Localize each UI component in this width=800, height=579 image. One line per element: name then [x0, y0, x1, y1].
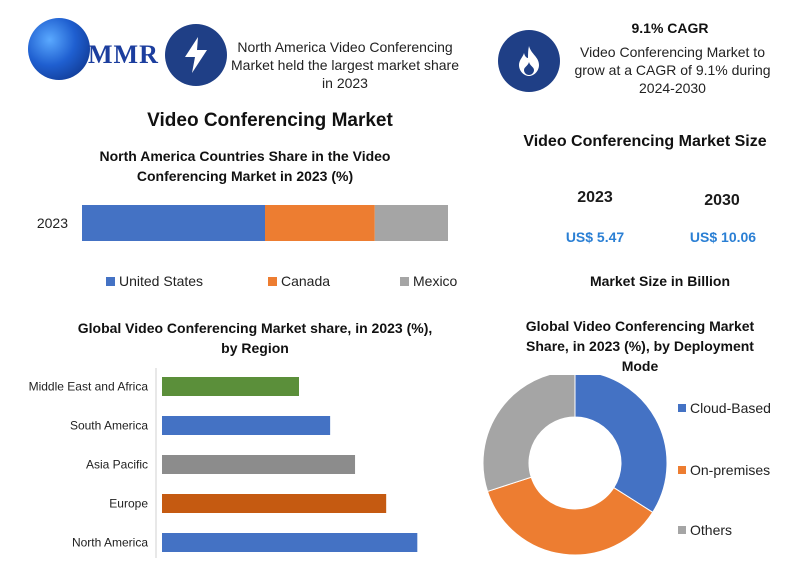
category-label-europe: Europe — [109, 497, 148, 511]
chart2-title: Global Video Conferencing Market share, … — [77, 320, 433, 356]
value-2030: US$ 10.06 — [689, 229, 757, 245]
flame-icon — [498, 30, 560, 92]
donut-slice-on-premises — [486, 476, 654, 556]
legend-swatch-mexico — [400, 277, 409, 286]
category-label-south-america: South America — [70, 419, 148, 433]
category-label-asia-pacific: Asia Pacific — [86, 458, 148, 472]
category-label-middle-east-and-africa: Middle East and Africa — [29, 380, 149, 394]
bar-south-america — [162, 416, 331, 435]
legend-label-cloud-based: Cloud-Based — [690, 400, 771, 416]
bar-europe — [162, 494, 387, 513]
bar-segment-canada — [265, 205, 375, 241]
chart1-title: North America Countries Share in the Vid… — [99, 148, 391, 184]
legend-label-on-premises: On-premises — [690, 462, 770, 478]
lightning-icon — [165, 24, 227, 86]
year-2030: 2030 — [704, 192, 740, 209]
chart3-title: Global Video Conferencing Market Share, … — [525, 318, 755, 374]
legend-swatch-on-premises — [678, 466, 686, 474]
stacked-bar-chart: 2023 United States Canada Mexico — [37, 205, 458, 289]
category-label-north-america: North America — [72, 536, 148, 550]
year-2023: 2023 — [577, 189, 613, 206]
header-left-text: North America Video Conferencing Market … — [231, 39, 459, 91]
bar-middle-east-and-africa — [162, 377, 299, 396]
region-bar-chart: Middle East and Africa South America Asia … — [29, 368, 418, 558]
market-size-title: Video Conferencing Market Size — [523, 133, 767, 150]
bar-segment-united-states — [82, 205, 265, 241]
legend-label-mexico: Mexico — [413, 273, 458, 289]
legend-label-others: Others — [690, 522, 732, 538]
cagr-title: 9.1% CAGR — [631, 20, 709, 36]
market-size-footnote: Market Size in Billion — [589, 273, 731, 289]
bar-asia-pacific — [162, 455, 356, 474]
legend-label-canada: Canada — [281, 273, 330, 289]
value-2023: US$ 5.47 — [565, 229, 625, 245]
category-label-2023: 2023 — [37, 215, 68, 231]
globe-logo-icon — [28, 18, 90, 80]
legend-swatch-others — [678, 526, 686, 534]
donut-slice-cloud-based — [574, 375, 668, 513]
main-title: Video Conferencing Market — [147, 110, 393, 131]
deployment-donut-chart: Cloud-Based On-premises Others — [482, 375, 771, 556]
legend-swatch-canada — [268, 277, 277, 286]
cagr-text: Video Conferencing Market to grow at a C… — [574, 44, 771, 96]
legend-swatch-united-states — [106, 277, 115, 286]
bar-segment-mexico — [374, 205, 448, 241]
legend-label-united-states: United States — [119, 273, 203, 289]
donut-slice-others — [482, 375, 576, 493]
legend-swatch-cloud-based — [678, 404, 686, 412]
bar-north-america — [162, 533, 418, 552]
brand-logo: MMR — [88, 40, 159, 69]
